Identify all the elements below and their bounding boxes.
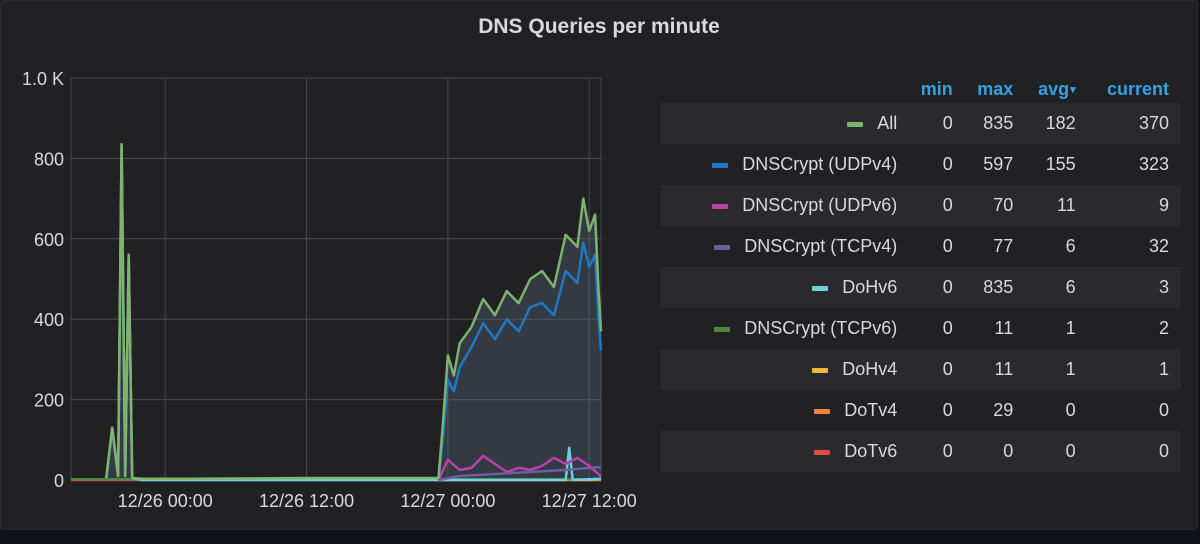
series-max: 29 — [993, 400, 1014, 420]
y-tick-label: 600 — [34, 230, 64, 250]
series-min: 0 — [942, 318, 953, 338]
series-name[interactable]: DNSCrypt (TCPv6) — [744, 318, 898, 338]
series-line-dnscrypt-udpv6 — [437, 454, 602, 481]
y-tick-label: 800 — [34, 149, 64, 169]
y-tick-label: 200 — [34, 391, 64, 411]
legend-row[interactable]: DNSCrypt (UDPv4) 0 597 155 323 — [661, 144, 1181, 185]
legend-row[interactable]: DoTv6 0 0 0 0 — [661, 431, 1181, 472]
series-name[interactable]: DNSCrypt (UDPv4) — [742, 154, 898, 174]
series-min: 0 — [909, 185, 965, 226]
series-color-swatch[interactable] — [812, 367, 829, 373]
series-current: 9 — [1087, 185, 1181, 226]
series-line-dnscrypt-tcpv4 — [438, 465, 602, 482]
series-max: 597 — [983, 154, 1014, 174]
series-max: 77 — [993, 236, 1014, 256]
series-min: 0 — [942, 400, 953, 420]
series-min: 0 — [909, 431, 965, 472]
series-area-all — [106, 144, 602, 481]
legend-row[interactable]: DoTv4 0 29 0 0 — [661, 390, 1181, 431]
series-min: 0 — [909, 267, 965, 308]
series-current: 0 — [1087, 431, 1181, 472]
x-tick-label: 12/27 12:00 — [542, 491, 637, 511]
series-name[interactable]: DoTv6 — [844, 441, 898, 461]
series-min: 0 — [909, 349, 965, 390]
legend-header-current[interactable]: current — [1106, 78, 1169, 99]
series-min: 0 — [909, 103, 965, 144]
legend-header-series — [661, 75, 909, 103]
series-color-swatch[interactable] — [812, 285, 829, 291]
series-current: 2 — [1158, 318, 1169, 338]
legend-header-max[interactable]: max — [977, 78, 1014, 99]
series-line-dnscrypt-udpv4 — [437, 241, 603, 481]
legend-row[interactable]: DNSCrypt (UDPv6) 0 70 11 9 — [661, 185, 1181, 226]
legend-header-min[interactable]: min — [920, 78, 953, 99]
series-max: 11 — [964, 349, 1026, 390]
series-color-swatch[interactable] — [814, 408, 831, 414]
legend-row[interactable]: All 0 835 182 370 — [661, 103, 1181, 144]
series-max: 70 — [964, 185, 1026, 226]
series-color-swatch[interactable] — [712, 203, 729, 209]
series-current: 370 — [1087, 103, 1181, 144]
legend-row[interactable]: DNSCrypt (TCPv4) 0 77 6 32 — [661, 226, 1181, 267]
series-current: 32 — [1148, 236, 1169, 256]
y-tick-label: 400 — [34, 310, 64, 330]
legend-row[interactable]: DoHv4 0 11 1 1 — [661, 349, 1181, 390]
series-current: 323 — [1138, 154, 1169, 174]
series-avg: 182 — [1025, 103, 1088, 144]
sort-desc-icon: ▾ — [1070, 84, 1076, 97]
x-tick-label: 12/26 00:00 — [118, 491, 213, 511]
series-avg: 6 — [1025, 267, 1088, 308]
series-color-swatch[interactable] — [712, 162, 729, 168]
series-avg: 11 — [1025, 185, 1088, 226]
series-min: 0 — [942, 236, 953, 256]
series-max: 11 — [994, 318, 1014, 338]
x-tick-label: 12/27 00:00 — [400, 491, 495, 511]
series-avg: 0 — [1065, 400, 1076, 420]
series-avg: 1 — [1025, 349, 1088, 390]
legend-table: min max avg▾ current All 0 835 182 370 D… — [661, 75, 1181, 472]
series-current: 0 — [1158, 400, 1169, 420]
legend-header-avg[interactable]: avg▾ — [1038, 78, 1076, 99]
series-color-swatch[interactable] — [714, 326, 731, 332]
series-avg: 0 — [1025, 431, 1088, 472]
series-name[interactable]: DoTv4 — [844, 400, 898, 420]
series-current: 1 — [1087, 349, 1181, 390]
series-max: 835 — [964, 267, 1026, 308]
series-color-swatch[interactable] — [814, 449, 831, 455]
chart-area[interactable]: 0 200 400 600 800 1.0 K 12/26 00:00 12/26 12:00… — [1, 1, 641, 529]
series-color-swatch[interactable] — [847, 121, 864, 127]
series-line-all — [105, 143, 603, 481]
series-avg: 155 — [1045, 154, 1076, 174]
series-min: 0 — [942, 154, 953, 174]
graph-panel: DNS Queries per minute 0 200 400 600 800 1.0 … — [0, 0, 1198, 530]
series-name[interactable]: All — [877, 113, 898, 133]
series-color-swatch[interactable] — [714, 244, 731, 250]
series-name[interactable]: DNSCrypt (TCPv4) — [744, 236, 898, 256]
legend-row[interactable]: DoHv6 0 835 6 3 — [661, 267, 1181, 308]
series-name[interactable]: DNSCrypt (UDPv6) — [742, 195, 898, 215]
series-max: 0 — [964, 431, 1026, 472]
legend-row[interactable]: DNSCrypt (TCPv6) 0 11 1 2 — [661, 308, 1181, 349]
series-name[interactable]: DoHv4 — [842, 359, 898, 379]
series-max: 835 — [964, 103, 1026, 144]
series-name[interactable]: DoHv6 — [842, 277, 898, 297]
x-tick-label: 12/26 12:00 — [259, 491, 354, 511]
series-current: 3 — [1087, 267, 1181, 308]
series-avg: 6 — [1065, 236, 1076, 256]
y-tick-label: 0 — [54, 471, 64, 491]
series-avg: 1 — [1065, 318, 1076, 338]
y-tick-label: 1.0 K — [22, 69, 64, 89]
panel-title[interactable]: DNS Queries per minute — [478, 15, 720, 38]
